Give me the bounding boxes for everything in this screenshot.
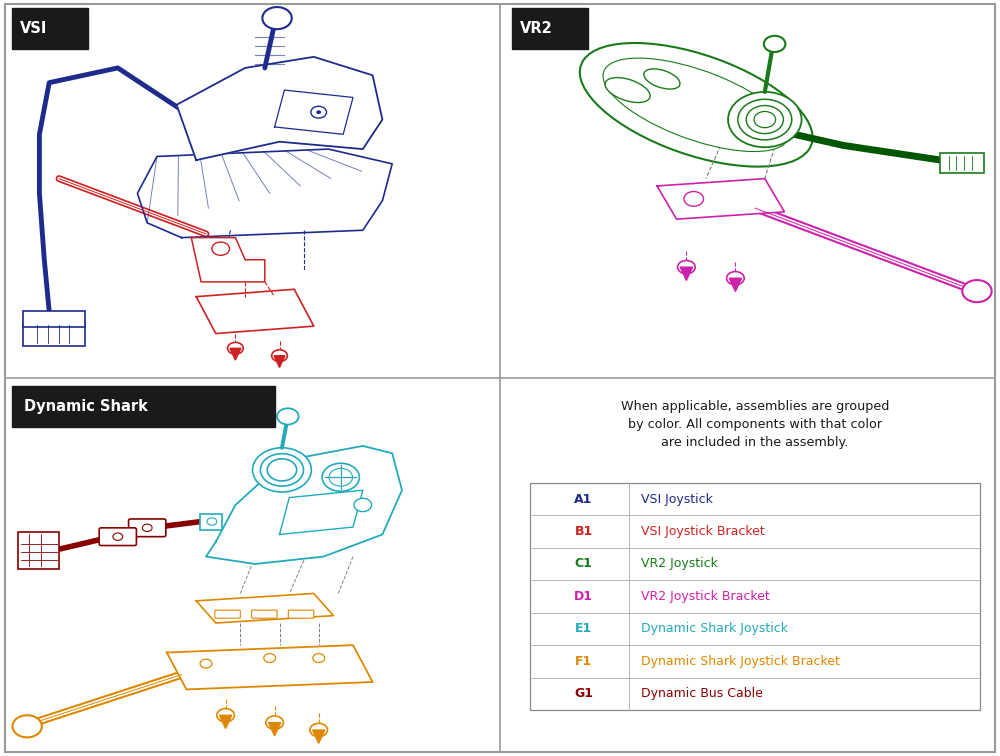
Circle shape xyxy=(113,533,123,541)
Text: VSI Joystick: VSI Joystick xyxy=(641,493,713,506)
Circle shape xyxy=(684,191,704,206)
Circle shape xyxy=(207,518,217,525)
Circle shape xyxy=(212,242,230,256)
Polygon shape xyxy=(230,349,241,360)
FancyBboxPatch shape xyxy=(18,531,59,569)
FancyBboxPatch shape xyxy=(288,610,314,618)
Polygon shape xyxy=(274,355,285,367)
FancyBboxPatch shape xyxy=(530,483,980,710)
Ellipse shape xyxy=(605,78,650,103)
Circle shape xyxy=(260,454,304,486)
Circle shape xyxy=(277,408,299,425)
Text: Dynamic Shark: Dynamic Shark xyxy=(24,398,148,414)
Polygon shape xyxy=(729,278,742,292)
Polygon shape xyxy=(206,446,402,564)
Text: E1: E1 xyxy=(575,622,592,635)
Text: Dynamic Bus Cable: Dynamic Bus Cable xyxy=(641,687,763,700)
Polygon shape xyxy=(268,723,281,736)
Circle shape xyxy=(962,280,992,302)
Ellipse shape xyxy=(580,43,813,166)
Text: C1: C1 xyxy=(575,557,592,571)
Polygon shape xyxy=(313,730,325,743)
Polygon shape xyxy=(219,715,232,729)
Ellipse shape xyxy=(603,58,789,151)
Circle shape xyxy=(727,271,744,285)
FancyBboxPatch shape xyxy=(23,324,85,345)
FancyBboxPatch shape xyxy=(12,386,275,426)
Polygon shape xyxy=(167,645,373,689)
Circle shape xyxy=(313,654,325,662)
Text: VR2: VR2 xyxy=(520,20,553,36)
FancyBboxPatch shape xyxy=(215,610,240,618)
Circle shape xyxy=(142,524,152,531)
Circle shape xyxy=(264,654,276,662)
Circle shape xyxy=(329,469,353,486)
Text: B1: B1 xyxy=(574,525,593,538)
Circle shape xyxy=(310,723,328,736)
Circle shape xyxy=(754,111,776,128)
Circle shape xyxy=(266,716,283,730)
Polygon shape xyxy=(680,267,693,280)
Circle shape xyxy=(267,459,297,481)
FancyBboxPatch shape xyxy=(940,153,984,173)
Polygon shape xyxy=(177,57,382,160)
Text: VR2 Joystick Bracket: VR2 Joystick Bracket xyxy=(641,590,770,603)
FancyBboxPatch shape xyxy=(129,519,166,537)
Polygon shape xyxy=(196,290,314,333)
Text: G1: G1 xyxy=(574,687,593,700)
Text: VSI: VSI xyxy=(20,20,48,36)
FancyBboxPatch shape xyxy=(200,514,222,530)
Text: When applicable, assemblies are grouped
by color. All components with that color: When applicable, assemblies are grouped … xyxy=(621,400,889,449)
Circle shape xyxy=(678,261,695,274)
Circle shape xyxy=(746,106,783,134)
Circle shape xyxy=(764,36,785,52)
FancyBboxPatch shape xyxy=(252,610,277,618)
Circle shape xyxy=(354,498,372,512)
Circle shape xyxy=(738,99,792,140)
Text: Dynamic Shark Joystick: Dynamic Shark Joystick xyxy=(641,622,788,635)
Polygon shape xyxy=(280,490,363,534)
Text: D1: D1 xyxy=(574,590,593,603)
Circle shape xyxy=(728,92,802,147)
Circle shape xyxy=(262,7,292,29)
FancyBboxPatch shape xyxy=(23,311,85,327)
Polygon shape xyxy=(657,178,784,219)
Polygon shape xyxy=(196,593,333,623)
Polygon shape xyxy=(191,237,265,282)
Circle shape xyxy=(316,110,321,114)
Circle shape xyxy=(200,659,212,668)
FancyBboxPatch shape xyxy=(99,528,136,546)
Circle shape xyxy=(311,107,327,118)
Circle shape xyxy=(272,350,287,361)
Circle shape xyxy=(322,463,359,491)
Circle shape xyxy=(228,342,243,355)
Text: F1: F1 xyxy=(575,655,592,668)
FancyBboxPatch shape xyxy=(12,8,88,48)
Ellipse shape xyxy=(644,69,680,89)
FancyBboxPatch shape xyxy=(512,8,588,48)
Circle shape xyxy=(253,448,311,492)
Circle shape xyxy=(217,708,234,722)
Polygon shape xyxy=(275,90,353,135)
FancyBboxPatch shape xyxy=(5,4,995,752)
Text: Dynamic Shark Joystick Bracket: Dynamic Shark Joystick Bracket xyxy=(641,655,840,668)
Text: VR2 Joystick: VR2 Joystick xyxy=(641,557,718,571)
Circle shape xyxy=(12,715,42,737)
Polygon shape xyxy=(137,149,392,237)
Text: A1: A1 xyxy=(574,493,593,506)
Text: VSI Joystick Bracket: VSI Joystick Bracket xyxy=(641,525,765,538)
